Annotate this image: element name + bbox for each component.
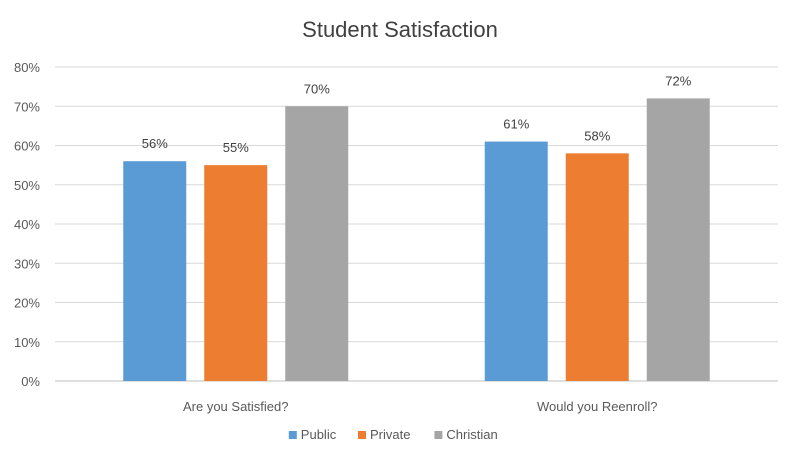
legend-swatch-private [358,431,366,439]
data-label: 70% [304,81,330,96]
legend-label: Public [301,427,337,442]
legend-swatch-public [288,431,297,439]
y-tick-label: 0% [21,374,40,389]
y-tick-label: 60% [14,139,40,154]
x-category-label: Are you Satisfied? [183,399,289,414]
data-label: 61% [503,117,529,132]
y-tick-label: 80% [14,60,40,75]
y-tick-label: 10% [14,335,40,350]
chart-title: Student Satisfaction [302,17,498,42]
bar-christian [646,98,710,382]
y-tick-label: 20% [14,296,40,311]
x-axis-categories: Are you Satisfied? Would you Reenroll? [183,399,657,414]
bars [123,98,710,382]
legend: Public Private Christian [288,427,498,442]
y-tick-label: 40% [14,217,40,232]
bar-private [204,165,268,381]
bar-public [123,161,187,381]
data-label: 55% [223,140,249,155]
y-tick-label: 70% [14,99,40,114]
bar-christian [285,106,349,381]
data-label: 58% [584,128,610,143]
data-label: 56% [142,136,168,151]
legend-label: Private [370,427,410,442]
bar-private [565,153,629,381]
bar-public [484,141,548,381]
legend-label: Christian [446,427,497,442]
data-label: 72% [665,73,691,88]
y-axis-ticks: 0% 10% 20% 30% 40% 50% 60% 70% 80% [14,60,40,389]
y-tick-label: 30% [14,256,40,271]
data-labels: 56% 55% 70% 61% 58% 72% [142,73,692,155]
x-category-label: Would you Reenroll? [537,399,657,414]
legend-swatch-christian [434,431,443,439]
y-tick-label: 50% [14,178,40,193]
